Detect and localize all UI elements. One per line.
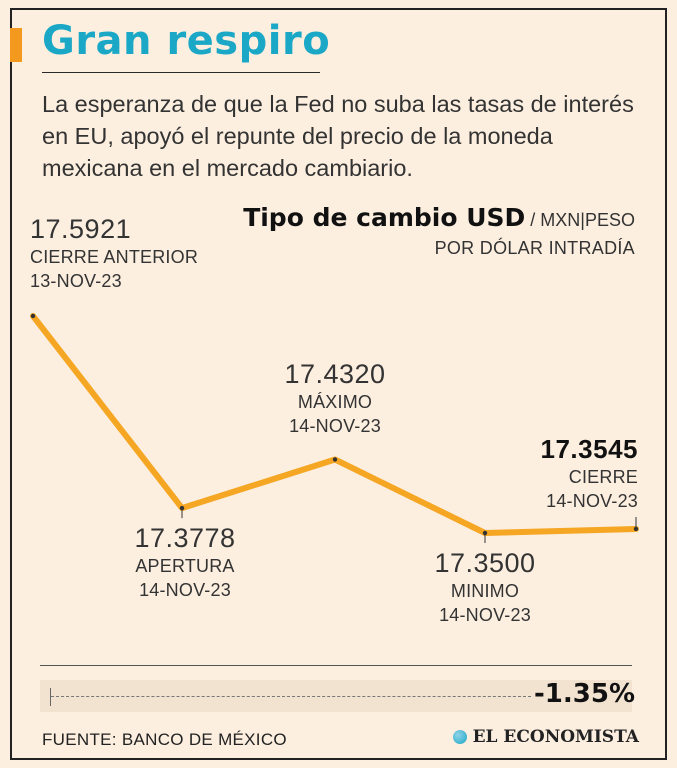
point-date-0: 13-NOV-23	[30, 271, 122, 291]
point-date-2: 14-NOV-23	[289, 416, 381, 436]
point-layer	[30, 313, 639, 543]
point-date-4: 14-NOV-23	[546, 491, 638, 511]
point-name-1: APERTURA	[135, 556, 235, 576]
subtitle: La esperanza de que la Fed no suba las t…	[42, 91, 634, 181]
point-date-1: 14-NOV-23	[139, 580, 231, 600]
change-bar-dash	[51, 696, 531, 697]
data-point-2	[332, 457, 338, 462]
chart-title-sub: / MXN|PESO	[530, 210, 635, 230]
point-value-0: 17.5921	[30, 214, 132, 244]
frame	[10, 8, 667, 760]
point-label-2: 17.4320 MÁXIMO 14-NOV-23	[255, 358, 415, 438]
chart-unit: POR DÓLAR INTRADÍA	[434, 238, 635, 258]
brand-name: EL ECONOMISTA	[472, 727, 639, 747]
point-value-2: 17.4320	[284, 359, 386, 389]
data-point-1	[179, 505, 185, 511]
point-label-3: 17.3500 MINIMO 14-NOV-23	[410, 547, 560, 627]
point-value-1: 17.3778	[134, 523, 236, 553]
point-name-3: MINIMO	[450, 581, 520, 601]
point-value-3: 17.3500	[434, 548, 536, 578]
point-name-2: MÁXIMO	[297, 392, 373, 412]
point-label-1: 17.3778 APERTURA 14-NOV-23	[110, 522, 260, 602]
page-title: Gran respiro	[42, 18, 331, 64]
change-bar	[40, 680, 632, 712]
chart-title-main: Tipo de cambio USD	[243, 203, 526, 232]
bottom-divider	[40, 665, 632, 666]
percent-change: -1.35%	[534, 679, 635, 709]
point-name-4: CIERRE	[568, 467, 638, 487]
source-note: FUENTE: BANCO DE MÉXICO	[42, 730, 287, 749]
globe-icon	[452, 730, 467, 744]
brand-logo: EL ECONOMISTA	[452, 727, 639, 747]
point-name-0: CIERRE ANTERIOR	[30, 247, 199, 267]
title-underline	[42, 72, 320, 73]
accent-bar	[10, 28, 22, 62]
data-point-0	[30, 313, 36, 319]
point-label-0: 17.5921 CIERRE ANTERIOR 13-NOV-23	[30, 213, 230, 293]
chart-title: Tipo de cambio USD / MXN|PESO POR DÓLAR …	[243, 204, 635, 262]
point-value-4: 17.3545	[540, 434, 638, 464]
point-label-4: 17.3545 CIERRE 14-NOV-23	[470, 433, 638, 513]
change-bar-tick	[50, 688, 51, 706]
point-date-3: 14-NOV-23	[439, 605, 531, 625]
